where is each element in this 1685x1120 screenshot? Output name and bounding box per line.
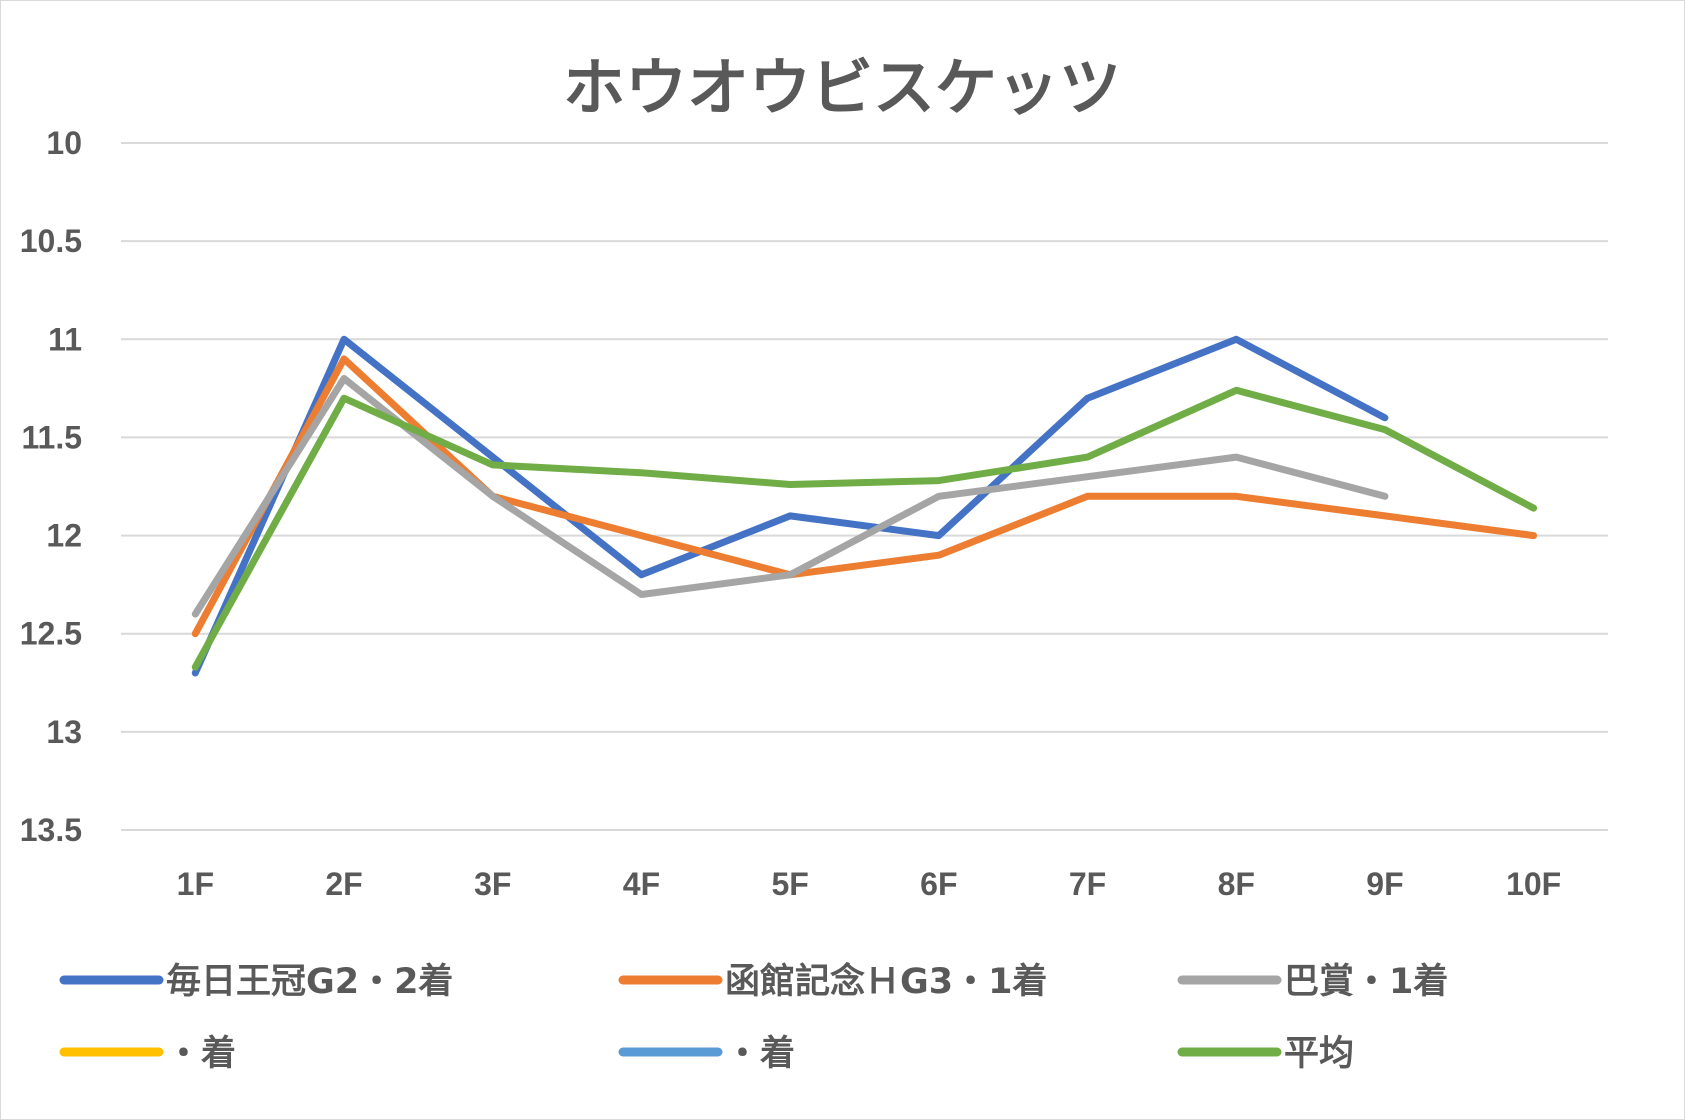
x-axis-tick-labels: 1F 2F 3F 4F 5F 6F 7F 8F 9F 10F [177,866,1562,902]
x-tick-label: 4F [623,866,660,902]
series-lines [191,335,1538,677]
legend: 毎日王冠G2・2着 函館記念ＨG3・1着 巴賞・1着・着 ・着 平均 [59,961,1448,1074]
legend-label: ・着 [166,1034,236,1074]
y-tick-label: 10 [46,125,82,161]
x-tick-label: 5F [771,866,808,902]
x-tick-label: 7F [1069,866,1106,902]
series-line-1 [191,335,1389,677]
x-tick-label: 2F [325,866,362,902]
x-tick-label: 3F [474,866,511,902]
x-tick-label: 9F [1366,866,1403,902]
series-line-6 [191,386,1538,671]
x-tick-label: 1F [177,866,214,902]
y-axis-tick-labels: 10 10.5 11 11.5 12 12.5 13 13.5 [20,125,82,848]
y-tick-label: 12 [46,518,82,554]
x-tick-label: 8F [1218,866,1255,902]
y-tick-label: 12.5 [20,616,82,652]
legend-label: 函館記念ＨG3・1着 [725,961,1047,1002]
legend-label: 毎日王冠G2・2着 [166,962,453,1002]
legend-label: 巴賞・1着 [1284,962,1448,1002]
legend-label: ・着 [725,1034,795,1074]
x-tick-label: 10F [1506,866,1561,902]
y-tick-label: 11 [48,321,82,357]
chart-title: ホウオウビスケッツ [563,51,1121,124]
y-tick-label: 13.5 [20,812,82,848]
gridlines [121,142,1608,831]
y-tick-label: 11.5 [21,419,82,455]
y-tick-label: 10.5 [20,223,82,259]
y-tick-label: 13 [46,714,82,750]
legend-label: 平均 [1284,1034,1354,1074]
series-line-2 [191,355,1538,638]
x-tick-label: 6F [920,866,957,902]
